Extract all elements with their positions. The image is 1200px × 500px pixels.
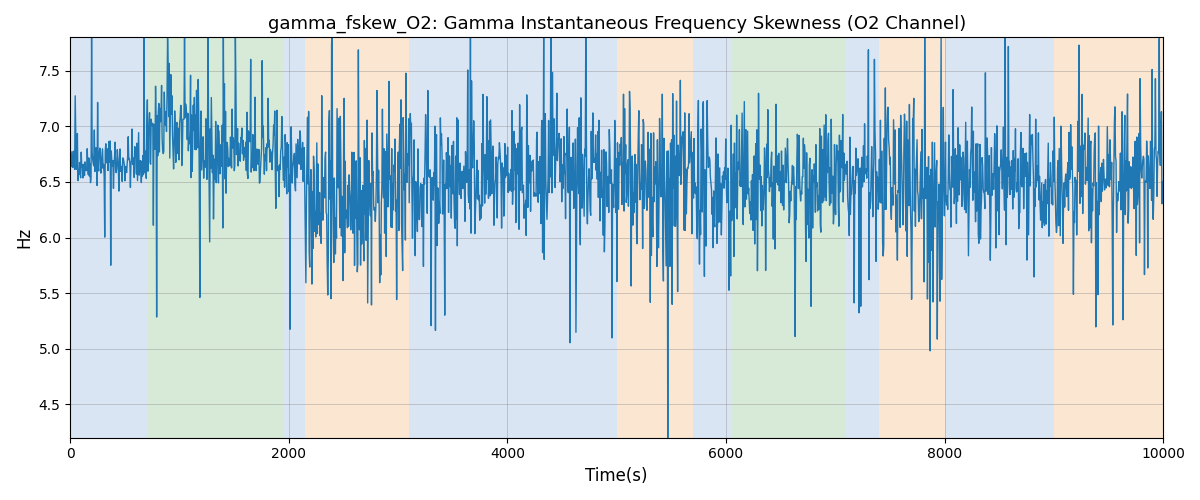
Bar [1054, 38, 1163, 438]
Bar [878, 38, 944, 438]
Bar [409, 38, 617, 438]
Bar [617, 38, 694, 438]
Bar [944, 38, 1054, 438]
Bar [846, 38, 878, 438]
Bar [732, 38, 846, 438]
Bar [305, 38, 409, 438]
X-axis label: Time(s): Time(s) [586, 467, 648, 485]
Y-axis label: Hz: Hz [16, 227, 34, 248]
Bar [694, 38, 732, 438]
Title: gamma_fskew_O2: Gamma Instantaneous Frequency Skewness (O2 Channel): gamma_fskew_O2: Gamma Instantaneous Freq… [268, 15, 966, 34]
Bar [71, 38, 146, 438]
Bar [283, 38, 305, 438]
Bar [146, 38, 283, 438]
